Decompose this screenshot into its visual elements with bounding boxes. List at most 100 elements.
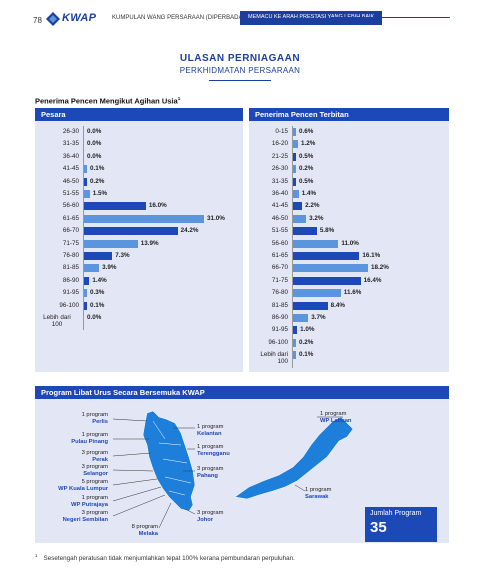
label-selangor: 3 program Selangor bbox=[52, 464, 108, 478]
value-label: 5.8% bbox=[319, 227, 335, 235]
section-rule bbox=[209, 80, 271, 81]
pulau-pinang-count: 1 program bbox=[81, 432, 108, 438]
category-label: Lebih dari 100 bbox=[260, 351, 288, 366]
bar-row: 66-70 18.2% bbox=[249, 262, 449, 274]
category-label: 16-20 bbox=[271, 140, 288, 148]
bar bbox=[293, 264, 368, 273]
bar bbox=[293, 252, 360, 260]
value-label: 24.2% bbox=[180, 227, 199, 235]
melaka-name: Melaka bbox=[138, 531, 158, 537]
bar-row: 21-25 0.5% bbox=[249, 151, 449, 163]
value-label: 2.2% bbox=[305, 202, 320, 210]
category-label: 66-70 bbox=[62, 227, 79, 235]
bar-row: 41-45 2.2% bbox=[249, 200, 449, 212]
state-borders bbox=[152, 420, 192, 496]
bar bbox=[84, 214, 204, 223]
label-pahang: 3 program Pahang bbox=[197, 466, 257, 480]
total-program-value: 35 bbox=[370, 519, 387, 536]
bar-row: 31-35 0.0% bbox=[35, 138, 243, 150]
category-label: 51-55 bbox=[271, 227, 288, 235]
perak-name: Perak bbox=[92, 457, 108, 463]
pulau-pinang-name: Pulau Pinang bbox=[71, 439, 108, 445]
bar-row: 81-85 3.9% bbox=[35, 262, 243, 274]
value-label: 0.3% bbox=[90, 289, 105, 297]
label-wp-kuala-lumpur: 5 program WP Kuala Lumpur bbox=[32, 479, 108, 493]
sarawak-count: 1 program bbox=[305, 487, 332, 493]
value-label: 16.0% bbox=[148, 202, 167, 210]
value-label: 13.9% bbox=[140, 239, 159, 247]
pesara-panel-title: Pesara bbox=[35, 108, 243, 121]
value-label: 16.1% bbox=[362, 252, 381, 259]
page-header: 78 KWAP KUMPULAN WANG PERSARAAN (DIPERBA… bbox=[0, 0, 480, 40]
category-label: 36-40 bbox=[271, 190, 288, 197]
label-terengganu: 1 program Terengganu bbox=[197, 444, 257, 458]
category-label: 0-15 bbox=[275, 128, 288, 135]
category-label: 31-35 bbox=[271, 177, 288, 185]
bar bbox=[84, 190, 90, 198]
category-label: 46-50 bbox=[62, 177, 79, 185]
value-label: 11.0% bbox=[341, 239, 359, 247]
bar bbox=[293, 152, 296, 161]
main-label-note: 1 bbox=[177, 96, 181, 101]
label-johor: 3 program Johor bbox=[197, 510, 257, 524]
bar-row: 96-100 0.1% bbox=[35, 300, 243, 312]
bar-row: 56-60 11.0% bbox=[249, 238, 449, 250]
bar bbox=[84, 264, 100, 273]
bar bbox=[293, 326, 298, 335]
bar bbox=[84, 289, 87, 298]
category-label: 56-60 bbox=[271, 239, 288, 247]
header-title: KUMPULAN WANG PERSARAAN (DIPERBADANKAN) bbox=[112, 15, 262, 21]
bar bbox=[84, 177, 87, 186]
bar-row: 61-65 16.1% bbox=[249, 250, 449, 262]
ns-name: Negeri Sembilan bbox=[62, 517, 108, 523]
value-label: 1.4% bbox=[301, 190, 317, 197]
footnote-mark: 1 bbox=[35, 553, 38, 558]
labuan-name: WP Labuan bbox=[320, 418, 352, 424]
bar bbox=[293, 165, 296, 174]
pesara-panel: Pesara 26-30 0.0% 31-35 0.0% 36-40 0.0% 41-45 0… bbox=[35, 108, 243, 372]
bar-row: 46-50 0.2% bbox=[35, 176, 243, 188]
category-label: 91-95 bbox=[62, 289, 79, 297]
category-label: 76-80 bbox=[62, 252, 79, 259]
bar-row: 16-20 1.2% bbox=[249, 138, 449, 150]
value-label: 3.9% bbox=[102, 264, 117, 272]
bar bbox=[84, 165, 87, 174]
bar-row: 36-40 1.4% bbox=[249, 188, 449, 200]
kwap-logo: KWAP bbox=[46, 11, 110, 27]
category-label: 96-100 bbox=[268, 338, 288, 346]
header-rule bbox=[330, 17, 450, 18]
bar-row: 71-75 13.9% bbox=[35, 238, 243, 250]
category-label: 26-30 bbox=[271, 165, 288, 173]
label-melaka: 8 program Melaka bbox=[110, 524, 158, 538]
bar bbox=[293, 338, 296, 347]
category-label: 81-85 bbox=[271, 301, 288, 309]
bar-row: 76-80 11.6% bbox=[249, 287, 449, 299]
category-label: 66-70 bbox=[271, 264, 288, 272]
value-label: 0.5% bbox=[299, 177, 314, 185]
category-label: 46-50 bbox=[271, 214, 288, 222]
bar bbox=[293, 351, 296, 360]
total-program-label: Jumlah Program bbox=[370, 510, 422, 517]
category-label: 86-90 bbox=[62, 276, 79, 284]
bar bbox=[293, 276, 361, 285]
malaysia-map bbox=[112, 410, 354, 529]
bar-row: 36-40 0.0% bbox=[35, 151, 243, 163]
category-label: 76-80 bbox=[271, 289, 288, 297]
kwap-logo-icon bbox=[46, 12, 60, 26]
logo-text: KWAP bbox=[62, 12, 97, 24]
pahang-name: Pahang bbox=[197, 473, 218, 479]
category-label: 36-40 bbox=[62, 152, 79, 160]
label-perak: 3 program Perak bbox=[52, 450, 108, 464]
putrajaya-name: WP Putrajaya bbox=[71, 502, 108, 508]
category-label: 51-55 bbox=[62, 190, 79, 197]
main-label-text: Penerima Pencen Mengikut Agihan Usia bbox=[35, 96, 178, 106]
label-wp-labuan: 1 program WP Labuan bbox=[320, 411, 380, 425]
bar-row: 26-30 0.0% bbox=[35, 126, 243, 138]
value-label: 1.0% bbox=[300, 326, 315, 334]
bar-row: 91-95 1.0% bbox=[249, 324, 449, 336]
bar-row: 31-35 0.5% bbox=[249, 176, 449, 188]
bar-row: 86-90 1.4% bbox=[35, 275, 243, 287]
bar bbox=[293, 177, 296, 186]
value-label: 0.1% bbox=[90, 165, 105, 173]
label-sarawak: 1 program Sarawak bbox=[305, 487, 365, 501]
